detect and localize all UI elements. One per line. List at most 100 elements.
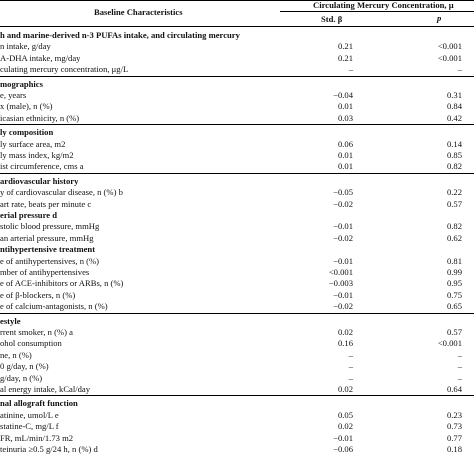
std-beta-value: 0.02	[337, 421, 353, 432]
p-value: 0.14	[446, 138, 462, 149]
std-beta-value: 0.05	[337, 409, 353, 420]
p-value: 0.85	[446, 150, 462, 160]
row-label: al energy intake, kCal/day	[0, 384, 91, 394]
table-row: mber of antihypertensives <0.001 0.99	[0, 266, 474, 278]
section-heading: h and marine-derived n-3 PUFAs intake, a…	[0, 29, 474, 41]
row-label: g/day, n (%)	[0, 372, 43, 383]
row-label: e of calcium-antagonists, n (%)	[0, 301, 108, 312]
std-beta-value: 0.03	[337, 112, 353, 123]
row-label: icasian ethnicity, n (%)	[0, 112, 80, 123]
p-value: –	[457, 372, 462, 383]
std-beta-value: −0.02	[333, 301, 353, 312]
p-value: 0.77	[446, 432, 462, 443]
p-value: 0.64	[446, 384, 462, 394]
std-beta-value: 0.02	[337, 384, 353, 394]
table-row: an arterial pressure, mmHg −0.02 0.62	[0, 232, 474, 244]
p-value-header: p	[437, 13, 442, 23]
p-value: 0.57	[446, 327, 462, 337]
row-label: ntihypertensive treatment	[0, 244, 96, 255]
row-label: atinine, umol/L e	[0, 409, 59, 420]
section-divider	[0, 124, 474, 126]
p-value: 0.23	[446, 409, 462, 420]
table-row: e of ACE-inhibitors or ARBs, n (%) −0.003…	[0, 277, 474, 289]
circulating-header: Circulating Mercury Concentration, μ	[313, 0, 454, 10]
row-label: A-DHA intake, mg/day	[0, 52, 81, 63]
section-divider	[0, 172, 474, 174]
table-row: erial pressure d	[0, 209, 474, 221]
p-value: 0.22	[446, 187, 462, 198]
table-row: ohol consumption 0.16 <0.001	[0, 337, 474, 349]
p-value: 0.82	[446, 221, 462, 232]
section-divider	[0, 75, 474, 77]
table-row: ntihypertensive treatment	[0, 243, 474, 255]
p-value: –	[457, 349, 462, 360]
table-row: e of antihypertensives, n (%) −0.01 0.81	[0, 255, 474, 267]
row-label: e, years	[0, 90, 27, 100]
table-row: ly mass index, kg/m2 0.01 0.85	[0, 149, 474, 161]
p-value: 0.82	[446, 161, 462, 172]
p-value: 0.73	[446, 421, 462, 432]
table-row: e of β-blockers, n (%) −0.01 0.75	[0, 289, 474, 301]
std-beta-value: −0.003	[328, 278, 353, 289]
std-beta-value: −0.01	[333, 289, 353, 300]
row-label: art rate, beats per minute c	[0, 198, 92, 209]
p-value: –	[457, 64, 462, 75]
row-label: e of β-blockers, n (%)	[0, 289, 76, 300]
table-row: teinuria ≥0.5 g/24 h, n (%) d −0.06 0.18	[0, 443, 474, 455]
std-beta-value: –	[348, 64, 353, 75]
row-label: rrent smoker, n (%) a	[0, 327, 73, 337]
std-beta-value: –	[348, 372, 353, 383]
std-beta-value: 0.01	[337, 161, 353, 172]
p-value: 0.57	[446, 198, 462, 209]
section-heading: nal allograft function	[0, 397, 474, 409]
row-label: n intake, g/day	[0, 41, 51, 52]
p-value: 0.81	[446, 255, 462, 266]
table-row: ne, n (%) – –	[0, 349, 474, 361]
table-row: g/day, n (%) – –	[0, 372, 474, 384]
p-value: 0.42	[446, 112, 462, 123]
std-beta-value: 0.16	[337, 338, 353, 349]
p-value: 0.95	[446, 278, 462, 289]
std-beta-value: 0.01	[337, 101, 353, 112]
table-row: statine-C, mg/L f 0.02 0.73	[0, 420, 474, 432]
p-value: 0.62	[446, 232, 462, 243]
table-row: e of calcium-antagonists, n (%) −0.02 0.65	[0, 300, 474, 312]
table-row: ist circumference, cms a 0.01 0.82	[0, 160, 474, 172]
std-beta-value: 0.21	[337, 52, 353, 63]
row-label: statine-C, mg/L f	[0, 421, 59, 432]
std-beta-value: 0.21	[337, 41, 353, 52]
section-title: mographics	[0, 78, 43, 89]
section-title: estyle	[0, 315, 21, 326]
row-label: mber of antihypertensives	[0, 267, 90, 277]
row-label: ohol consumption	[0, 338, 62, 349]
p-value: <0.001	[437, 338, 462, 349]
table-row: ly surface area, m2 0.06 0.14	[0, 138, 474, 150]
std-beta-value: −0.02	[333, 198, 353, 209]
row-label: ly mass index, kg/m2	[0, 150, 74, 160]
table-row: 0 g/day, n (%) – –	[0, 360, 474, 372]
table-row: culating mercury concentration, μg/L – –	[0, 63, 474, 75]
p-value: 0.84	[446, 101, 462, 112]
table-row: atinine, umol/L e 0.05 0.23	[0, 409, 474, 421]
table-row: y of cardiovascular disease, n (%) b −0.0…	[0, 186, 474, 198]
row-label: culating mercury concentration, μg/L	[0, 64, 129, 75]
row-label: 0 g/day, n (%)	[0, 361, 49, 372]
row-label: x (male), n (%)	[0, 101, 53, 112]
section-heading: ly composition	[0, 126, 474, 138]
std-beta-value: −0.01	[333, 255, 353, 266]
std-beta-value: 0.02	[337, 327, 353, 337]
row-label: ist circumference, cms a	[0, 161, 84, 172]
std-beta-value: –	[348, 349, 353, 360]
table-header: Baseline Characteristics Circulating Mer…	[0, 0, 474, 28]
table-row: x (male), n (%) 0.01 0.84	[0, 100, 474, 112]
section-title: nal allograft function	[0, 398, 78, 409]
std-beta-value: <0.001	[328, 267, 353, 277]
circulating-rule	[280, 11, 474, 12]
section-title: h and marine-derived n-3 PUFAs intake, a…	[0, 30, 240, 40]
section-heading: ardiovascular history	[0, 175, 474, 187]
table-row: A-DHA intake, mg/day 0.21 <0.001	[0, 52, 474, 64]
std-beta-value: 0.06	[337, 138, 353, 149]
row-label: an arterial pressure, mmHg	[0, 232, 94, 243]
std-beta-value: −0.05	[333, 187, 353, 198]
section-heading: mographics	[0, 78, 474, 90]
